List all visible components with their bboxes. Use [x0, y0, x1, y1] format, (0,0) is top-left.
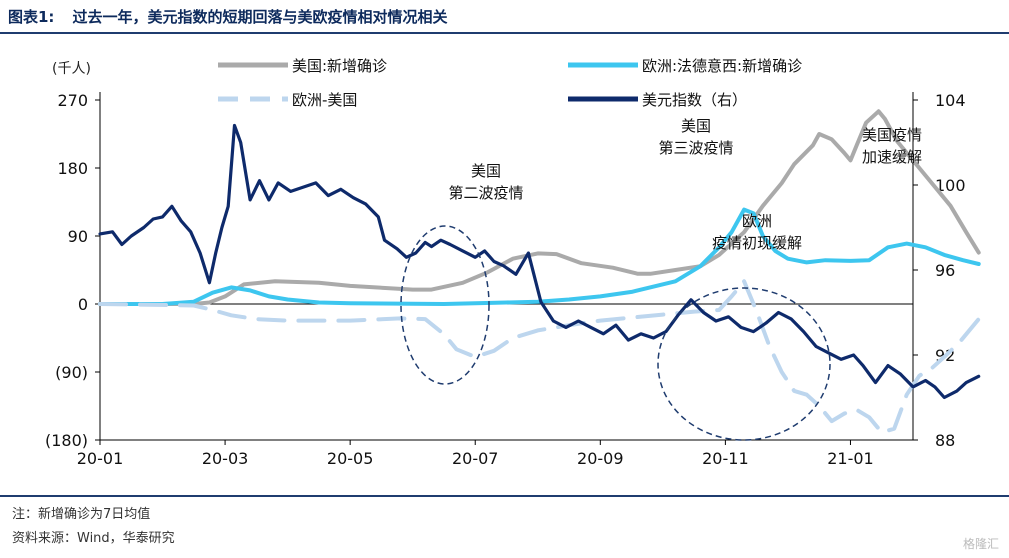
right-axis-tick-label: 96	[935, 261, 955, 280]
x-axis-tick-label: 20-03	[202, 449, 249, 468]
figure-number: 图表1:	[8, 8, 55, 26]
footnote: 注：新增确诊为7日均值	[12, 507, 151, 522]
figure-title: 图表1: 过去一年，美元指数的短期回落与美欧疫情相对情况相关	[8, 6, 447, 27]
europe-new-cases-series	[98, 207, 981, 306]
annotation-us-accelerating-easing-line: 加速缓解	[862, 148, 922, 166]
us-new-cases-series	[98, 109, 981, 306]
left-axis-tick-label: 180	[57, 159, 88, 178]
highlight-ellipse-winter	[657, 287, 831, 441]
legend-us-new-cases-label: 美国:新增确诊	[292, 57, 387, 75]
left-axis-tick-label: 90	[68, 227, 88, 246]
annotation-us-second-wave-line: 美国	[471, 162, 501, 180]
annotation-us-third-wave-line: 第三波疫情	[658, 139, 733, 157]
annotation-europe-easing-line: 疫情初现缓解	[712, 234, 802, 252]
left-axis-tick-label: 270	[57, 91, 88, 110]
annotation-us-accelerating-easing-line: 美国疫情	[862, 126, 922, 144]
left-axis-tick-label: (180)	[45, 431, 88, 450]
x-axis-tick-label: 21-01	[827, 449, 874, 468]
right-axis-tick-label: 88	[935, 431, 955, 450]
europe-minus-us-series	[98, 279, 981, 435]
right-axis-tick-label: 104	[935, 91, 966, 110]
x-axis-tick-label: 20-07	[452, 449, 499, 468]
watermark: 格隆汇	[962, 537, 999, 551]
figure-title-text: 过去一年，美元指数的短期回落与美欧疫情相对情况相关	[72, 8, 448, 26]
annotation-us-second-wave-line: 第二波疫情	[448, 184, 523, 202]
left-axis-tick-label: (90)	[55, 363, 88, 382]
x-axis-tick-label: 20-05	[327, 449, 374, 468]
left-axis-unit: (千人)	[52, 61, 91, 77]
x-axis-tick-label: 20-09	[577, 449, 624, 468]
annotation-europe-easing-line: 欧洲	[742, 212, 772, 230]
highlight-ellipse-summer	[400, 225, 490, 385]
x-axis-tick-label: 20-11	[702, 449, 749, 468]
dollar-index-series	[98, 123, 981, 400]
annotation-us-third-wave-line: 美国	[681, 117, 711, 135]
source-note: 资料来源：Wind，华泰研究	[12, 531, 175, 546]
legend-europe-new-cases-label: 欧洲:法德意西:新增确诊	[642, 57, 802, 75]
legend-dollar-index-label: 美元指数（右）	[642, 91, 747, 109]
title-rule	[0, 32, 1009, 34]
left-axis-tick-label: 0	[78, 295, 88, 314]
right-axis-tick-label: 100	[935, 176, 966, 195]
footer-rule	[0, 495, 1009, 497]
legend-europe-minus-us-label: 欧洲-美国	[292, 91, 357, 109]
x-axis-tick-label: 20-01	[77, 449, 124, 468]
